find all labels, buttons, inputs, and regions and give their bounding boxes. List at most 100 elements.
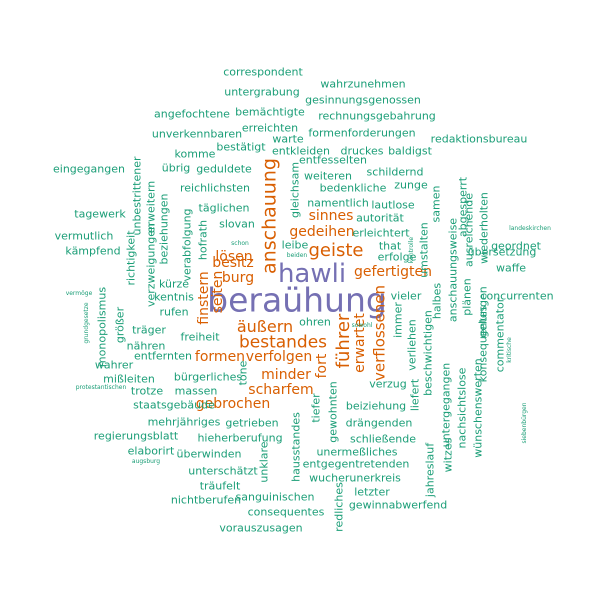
word: wucherunerkreis xyxy=(309,471,401,485)
word: tiefer xyxy=(309,393,323,423)
word: führer xyxy=(333,313,354,369)
word: liefert xyxy=(408,378,422,412)
word: formen xyxy=(194,349,246,365)
word: träufelt xyxy=(199,479,241,493)
word: beiden xyxy=(286,252,308,259)
word: drängenden xyxy=(345,416,413,430)
word: warte xyxy=(272,132,304,146)
word: geiste xyxy=(308,240,364,261)
word: halbes xyxy=(430,282,444,320)
word: geordnet xyxy=(491,239,541,253)
word: concurrenten xyxy=(480,289,554,303)
word: hawli xyxy=(277,259,347,289)
word: landeskirchen xyxy=(509,225,551,232)
word: minder xyxy=(261,367,311,383)
word: mißleiten xyxy=(103,372,155,386)
word: commentator xyxy=(493,297,507,373)
word: gewohnten xyxy=(326,381,340,443)
word: nichtberufen xyxy=(170,493,242,507)
word: druckes xyxy=(340,144,384,158)
word: letzter xyxy=(354,485,390,499)
word: witzes xyxy=(441,437,455,473)
word: nähren xyxy=(126,339,166,353)
word: bürgerliches xyxy=(173,370,243,384)
word: kentnis xyxy=(154,290,194,304)
word: zunge xyxy=(394,178,428,192)
word: consequentes xyxy=(247,505,325,519)
word: fort xyxy=(314,353,330,379)
word: gewinnabwerfend xyxy=(348,498,448,512)
word: bedenkliche xyxy=(319,181,387,195)
word: entgegentretenden xyxy=(302,457,410,471)
word: grundgesetze xyxy=(83,302,90,344)
word: eingegangen xyxy=(53,162,125,176)
word: seiten xyxy=(210,270,226,314)
word: anschauung xyxy=(258,158,281,274)
word: rechnungsgebahrung xyxy=(318,109,436,123)
word: angefochtene xyxy=(154,107,230,121)
word: beziehungen xyxy=(157,193,171,265)
word: träger xyxy=(132,323,166,337)
word: verliehen xyxy=(405,319,419,371)
word: bemächtigte xyxy=(235,105,305,119)
word: erleichtert xyxy=(352,226,410,240)
word: kürze xyxy=(158,277,190,291)
word: bestätigt xyxy=(216,140,266,154)
word: burg xyxy=(221,270,255,286)
word: gebrochen xyxy=(195,396,271,412)
word: vieler xyxy=(390,289,422,303)
word: tagewerk xyxy=(74,207,126,221)
word: monopolismus xyxy=(95,286,109,368)
word: gleichsam xyxy=(288,161,302,219)
word: leibe xyxy=(281,238,309,252)
word: übersetzung xyxy=(467,245,537,259)
word: trotze xyxy=(130,384,164,398)
word: geduldete xyxy=(196,162,252,176)
word: gelungen xyxy=(476,286,490,338)
word: vorauszusagen xyxy=(219,521,303,535)
word: redaktionsbureau xyxy=(430,132,528,146)
word: formenforderungen xyxy=(308,126,416,140)
word: namentlich xyxy=(307,196,369,210)
word: sanguinischen xyxy=(235,490,315,504)
word: entkleiden xyxy=(271,144,331,158)
word: waffe xyxy=(495,261,527,275)
word: verflossenen xyxy=(370,285,389,381)
word: immer xyxy=(391,302,405,338)
word: mehrjähriges xyxy=(147,415,221,429)
word: protestantischen xyxy=(75,384,127,391)
word: beschwichtigen xyxy=(421,310,435,396)
word: baldigst xyxy=(388,144,432,158)
word: ohren xyxy=(299,315,331,329)
word: verfolgen xyxy=(245,349,313,365)
word: äußern xyxy=(236,317,294,336)
word: entfesselten xyxy=(298,153,368,167)
word: jahreslauf xyxy=(423,442,437,498)
word: hausstandes xyxy=(289,412,303,482)
word: kämpfend xyxy=(65,244,121,258)
word: besitz xyxy=(212,255,254,271)
word: hieherberufung xyxy=(197,431,283,445)
word: elaborirt xyxy=(127,444,175,458)
word: unklare xyxy=(257,441,271,483)
word: kontrolle xyxy=(408,236,415,264)
word: samen xyxy=(429,185,443,223)
word: massen xyxy=(174,384,218,398)
word: regierungsblatt xyxy=(93,429,179,443)
word: tone xyxy=(236,360,250,386)
word: augsburg xyxy=(131,458,161,465)
word: gesinnungsgenossen xyxy=(305,93,421,107)
word: wahrer xyxy=(94,358,134,372)
word: richtigkeit xyxy=(124,230,138,286)
word: erreichten xyxy=(241,121,299,135)
word: kritische xyxy=(506,337,513,363)
word: wiederholten xyxy=(477,192,491,264)
word: reichlichsten xyxy=(179,181,251,195)
word: staatsgebäude xyxy=(133,398,215,412)
word: correspondent xyxy=(223,65,303,79)
word: unterschätzt xyxy=(188,464,258,478)
word: verzug xyxy=(369,377,407,391)
word: wahrzunehmen xyxy=(320,77,406,91)
word: nachsichtslose xyxy=(455,367,469,449)
word: schildernd xyxy=(366,165,424,179)
